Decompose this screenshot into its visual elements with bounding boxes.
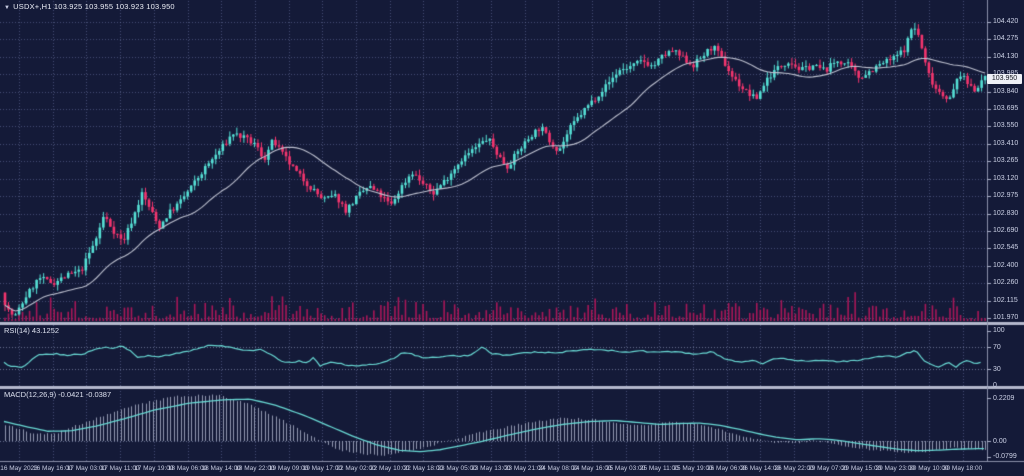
- price-label: 103.840: [993, 87, 1019, 95]
- price-label: 103.985: [993, 70, 1018, 77]
- time-label: 29 May 07:00: [808, 465, 848, 472]
- macd-label: MACD(12,26,9) -0.0421 -0.0387: [4, 390, 112, 399]
- price-label: 102.830: [993, 209, 1019, 217]
- time-label: 22 May 02:00: [336, 465, 376, 472]
- price-label: 103.695: [993, 105, 1019, 113]
- price-label: 103.550: [993, 122, 1019, 130]
- price-axis[interactable]: 104.420 104.275 104.130 103.985 103.840 103.6…: [987, 0, 1024, 461]
- time-label: 23 May 13:00: [471, 465, 511, 472]
- time-label: 17 May 19:00: [134, 465, 174, 472]
- time-label: 18 May 14:00: [201, 465, 241, 472]
- time-label: 16 May 2023: [0, 465, 38, 472]
- rsi-scale-label: 70: [993, 343, 1001, 351]
- price-label: 102.975: [993, 192, 1019, 200]
- time-label: 19 May 17:00: [302, 465, 342, 472]
- time-label: 30 May 18:00: [942, 465, 983, 472]
- rsi-scale-label: 100: [993, 327, 1005, 334]
- price-label: 101.970: [993, 314, 1019, 321]
- time-label: 25 May 03:00: [605, 465, 646, 472]
- time-label: 29 May 15:00: [841, 465, 882, 472]
- time-label: 26 May 06:00: [706, 465, 747, 472]
- current-price-tag: 103.950: [987, 73, 1022, 84]
- time-label: 24 May 16:00: [572, 465, 612, 472]
- time-label: 22 May 18:00: [403, 465, 444, 472]
- rsi-scale-label: 30: [993, 365, 1001, 373]
- rsi-label: RSI(14) 43.1252: [4, 326, 60, 335]
- time-axis[interactable]: 16 May 2023 16 May 16:00 17 May 03:00 17 Ma…: [0, 462, 1024, 476]
- price-label: 102.400: [993, 261, 1019, 269]
- chevron-down-icon[interactable]: ▼: [4, 5, 11, 11]
- time-label: 26 May 22:00: [774, 465, 814, 472]
- time-label: 29 May 23:00: [875, 465, 915, 472]
- macd-scale-label: -0.0799: [993, 453, 1017, 461]
- price-label: 102.545: [993, 244, 1019, 252]
- time-label: 25 May 19:00: [673, 465, 713, 472]
- time-label: 18 May 22:00: [235, 465, 275, 472]
- macd-scale-label: 0.00: [993, 437, 1007, 445]
- price-label: 104.275: [993, 35, 1019, 43]
- price-label: 102.260: [993, 279, 1019, 287]
- time-label: 16 May 16:00: [32, 465, 73, 472]
- time-label: 24 May 08:00: [538, 465, 578, 472]
- time-label: 22 May 10:00: [369, 465, 410, 472]
- time-label: 19 May 09:00: [268, 465, 309, 472]
- price-label: 103.120: [993, 174, 1019, 182]
- price-label: 104.130: [993, 52, 1019, 60]
- symbol-title: ▼ USDX+,H1 103.925 103.955 103.923 103.95…: [4, 2, 175, 11]
- time-label: 30 May 10:00: [909, 465, 949, 472]
- time-label: 17 May 03:00: [66, 465, 107, 472]
- time-label: 23 May 05:00: [437, 465, 477, 472]
- price-label: 103.410: [993, 139, 1019, 147]
- symbol-ohlc-text: USDX+,H1 103.925 103.955 103.923 103.950: [13, 2, 175, 11]
- macd-scale-label: 0.2209: [993, 394, 1015, 402]
- price-label: 102.115: [993, 296, 1018, 304]
- price-label: 103.265: [993, 157, 1019, 165]
- time-label: 17 May 11:00: [100, 465, 140, 472]
- price-label: 102.690: [993, 226, 1019, 234]
- time-label: 25 May 11:00: [639, 465, 679, 472]
- time-label: 23 May 21:00: [504, 465, 545, 472]
- time-label: 18 May 06:00: [167, 465, 208, 472]
- price-label: 104.420: [993, 18, 1019, 25]
- rsi-scale-label: 0: [993, 382, 997, 389]
- time-label: 26 May 14:00: [740, 465, 781, 472]
